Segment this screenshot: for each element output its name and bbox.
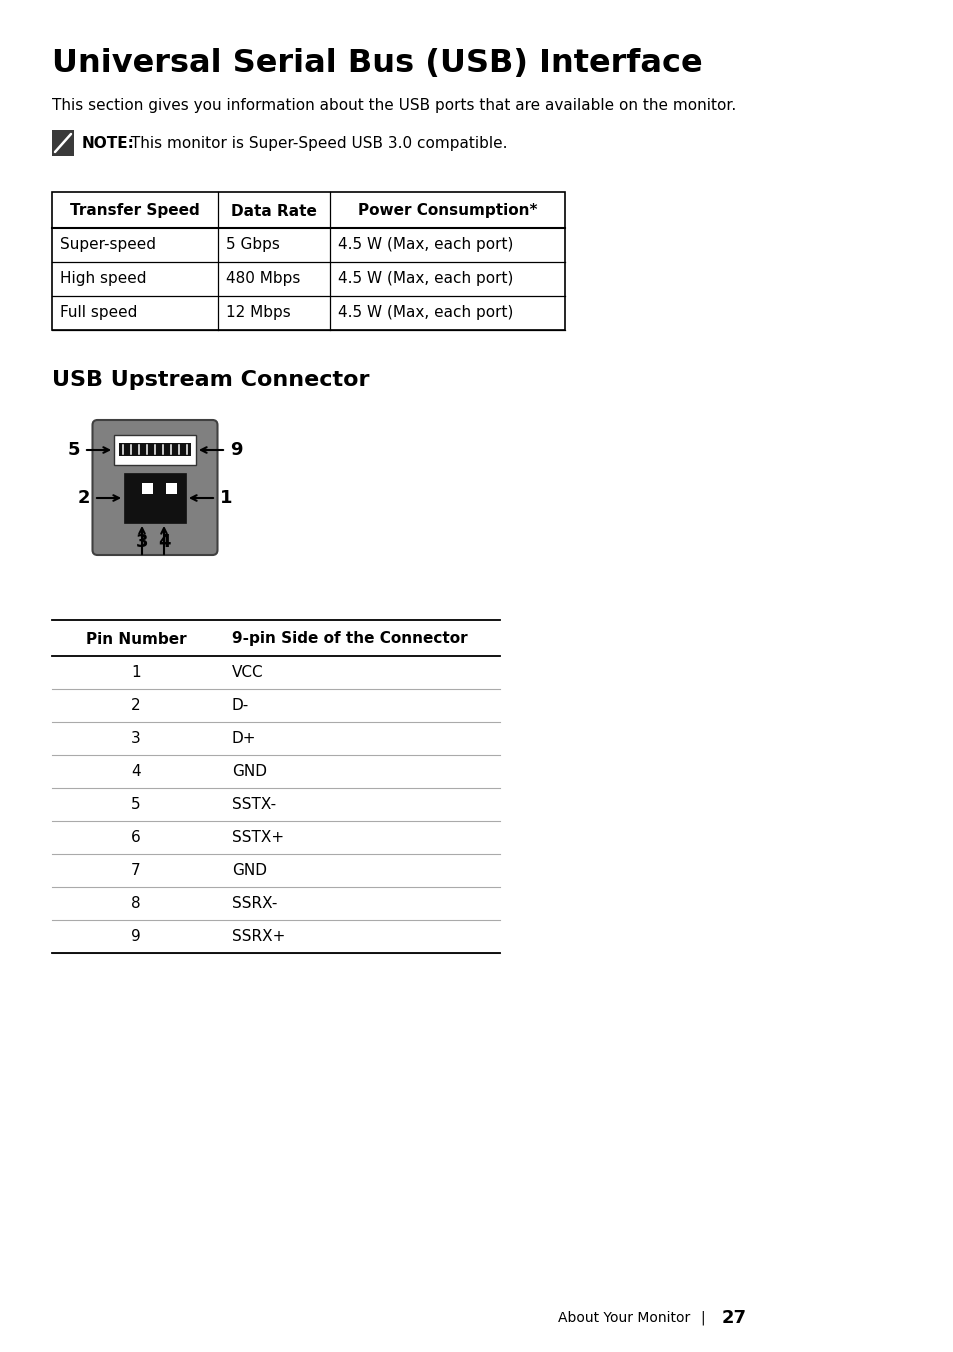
Text: |: |: [700, 1310, 704, 1325]
Text: Transfer Speed: Transfer Speed: [71, 204, 200, 219]
Text: Full speed: Full speed: [60, 306, 137, 320]
Text: GND: GND: [232, 863, 267, 877]
Text: 5 Gbps: 5 Gbps: [226, 238, 279, 253]
Text: 4: 4: [157, 533, 170, 552]
Text: 12 Mbps: 12 Mbps: [226, 306, 291, 320]
Text: 9-pin Side of the Connector: 9-pin Side of the Connector: [232, 631, 467, 646]
Text: 27: 27: [721, 1309, 746, 1328]
Text: 480 Mbps: 480 Mbps: [226, 272, 300, 287]
Text: Universal Serial Bus (USB) Interface: Universal Serial Bus (USB) Interface: [52, 49, 702, 78]
Text: SSTX-: SSTX-: [232, 796, 275, 813]
Text: 1: 1: [220, 489, 233, 507]
Text: Pin Number: Pin Number: [86, 631, 186, 646]
Text: D-: D-: [232, 698, 249, 713]
Text: 5: 5: [132, 796, 141, 813]
Text: 4.5 W (Max, each port): 4.5 W (Max, each port): [337, 306, 513, 320]
Text: 2: 2: [77, 489, 90, 507]
Text: VCC: VCC: [232, 665, 263, 680]
Text: 2: 2: [132, 698, 141, 713]
Text: Power Consumption*: Power Consumption*: [357, 204, 537, 219]
Text: This section gives you information about the USB ports that are available on the: This section gives you information about…: [52, 97, 736, 114]
Text: D+: D+: [232, 731, 256, 746]
Text: High speed: High speed: [60, 272, 147, 287]
Text: About Your Monitor: About Your Monitor: [558, 1311, 689, 1325]
Text: Super-speed: Super-speed: [60, 238, 156, 253]
Text: USB Upstream Connector: USB Upstream Connector: [52, 370, 369, 389]
Text: GND: GND: [232, 764, 267, 779]
FancyBboxPatch shape: [52, 130, 74, 155]
Bar: [52, 192, 564, 330]
Text: 9: 9: [230, 441, 242, 458]
Bar: [166, 483, 177, 493]
Text: SSRX+: SSRX+: [232, 929, 285, 944]
Text: 4.5 W (Max, each port): 4.5 W (Max, each port): [337, 238, 513, 253]
Text: 8: 8: [132, 896, 141, 911]
Text: NOTE:: NOTE:: [82, 137, 134, 151]
Bar: [113, 435, 195, 465]
Text: This monitor is Super-Speed USB 3.0 compatible.: This monitor is Super-Speed USB 3.0 comp…: [126, 137, 507, 151]
Text: SSTX+: SSTX+: [232, 830, 284, 845]
Text: SSRX-: SSRX-: [232, 896, 277, 911]
Text: Data Rate: Data Rate: [231, 204, 316, 219]
Text: 3: 3: [131, 731, 141, 746]
Text: 5: 5: [68, 441, 80, 458]
Text: 1: 1: [132, 665, 141, 680]
FancyBboxPatch shape: [92, 420, 217, 556]
Text: 3: 3: [135, 533, 148, 552]
Text: 7: 7: [132, 863, 141, 877]
Bar: [142, 483, 152, 493]
Text: 4: 4: [132, 764, 141, 779]
Text: 4.5 W (Max, each port): 4.5 W (Max, each port): [337, 272, 513, 287]
Bar: [119, 443, 191, 456]
Text: 6: 6: [131, 830, 141, 845]
Text: 9: 9: [131, 929, 141, 944]
Bar: [124, 473, 186, 523]
